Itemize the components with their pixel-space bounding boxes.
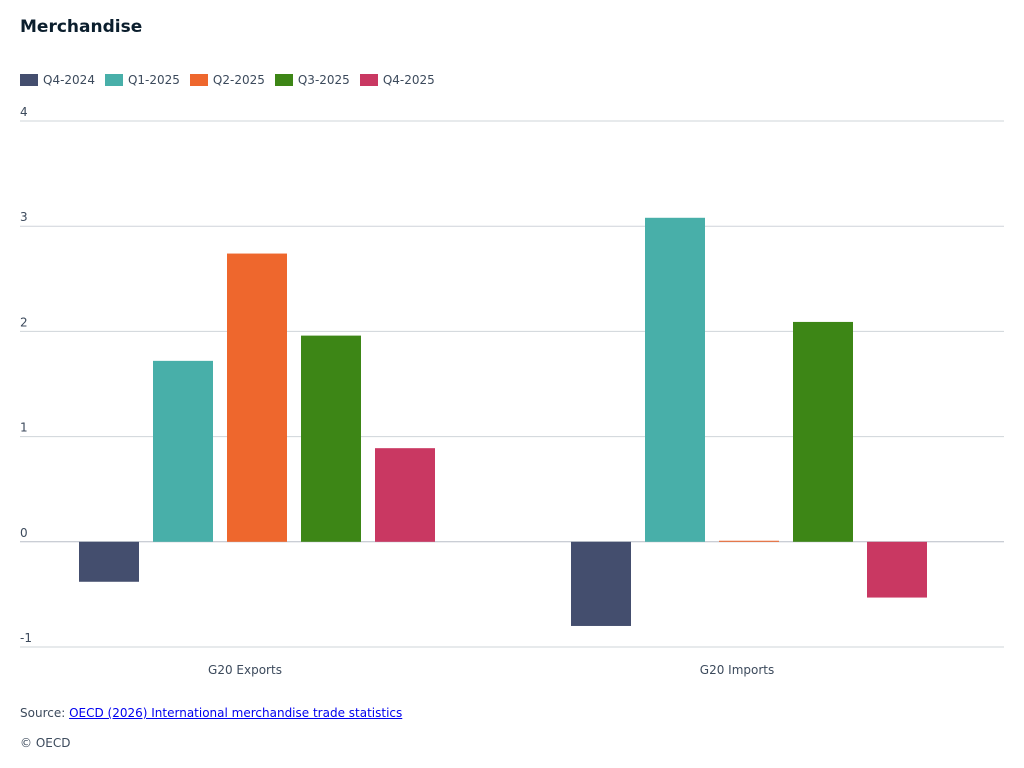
chart-title: Merchandise — [20, 17, 143, 37]
copyright: © OECD — [20, 736, 71, 750]
bar-q1-2025-g20-imports — [645, 217, 705, 542]
bar-chart: 4 3 2 1 0 -1 G20 Exports G20 Imports — [20, 105, 1004, 677]
bar-q3-2025-g20-exports — [301, 335, 361, 542]
bar-q4-2025-g20-imports — [867, 541, 927, 598]
legend-item-q4-2025[interactable]: Q4-2025 — [359, 73, 435, 87]
bar-q1-2025-g20-exports — [153, 360, 213, 542]
source-link[interactable]: OECD (2026) International merchandise tr… — [69, 706, 403, 720]
source-prefix: Source: — [20, 706, 70, 720]
legend-label: Q4-2024 — [43, 73, 95, 87]
y-tick-label: 1 — [20, 421, 28, 435]
legend-label: Q3-2025 — [297, 73, 350, 87]
legend-swatch — [274, 74, 293, 86]
y-tick-label: 0 — [20, 526, 28, 540]
legend-label: Q4-2025 — [382, 73, 435, 87]
source-line: Source: OECD (2026) International mercha… — [20, 706, 402, 720]
legend-item-q4-2024[interactable]: Q4-2024 — [20, 73, 95, 87]
legend-item-q1-2025[interactable]: Q1-2025 — [104, 73, 180, 87]
legend-item-q2-2025[interactable]: Q2-2025 — [189, 73, 265, 87]
legend-swatch — [20, 74, 38, 86]
legend-item-q3-2025[interactable]: Q3-2025 — [274, 73, 350, 87]
legend-swatch — [359, 74, 378, 86]
bar-q4-2024-g20-exports — [79, 541, 139, 582]
legend-swatch — [189, 74, 208, 86]
bar-q3-2025-g20-imports — [793, 321, 853, 542]
y-tick-label: 3 — [20, 210, 28, 224]
legend: Q4-2024 Q1-2025 Q2-2025 Q3-2025 Q4-2025 — [20, 72, 445, 88]
y-tick-label: -1 — [20, 631, 32, 645]
y-tick-label: 4 — [20, 105, 28, 119]
x-category-label: G20 Exports — [208, 663, 282, 677]
legend-label: Q2-2025 — [212, 73, 265, 87]
bar-q4-2024-g20-imports — [571, 541, 631, 626]
x-category-label: G20 Imports — [700, 663, 774, 677]
bar-q2-2025-g20-imports — [719, 540, 779, 542]
legend-label: Q1-2025 — [127, 73, 180, 87]
bar-q2-2025-g20-exports — [227, 253, 287, 542]
bar-q4-2025-g20-exports — [375, 448, 435, 542]
y-tick-label: 2 — [20, 315, 28, 329]
legend-swatch — [104, 74, 123, 86]
